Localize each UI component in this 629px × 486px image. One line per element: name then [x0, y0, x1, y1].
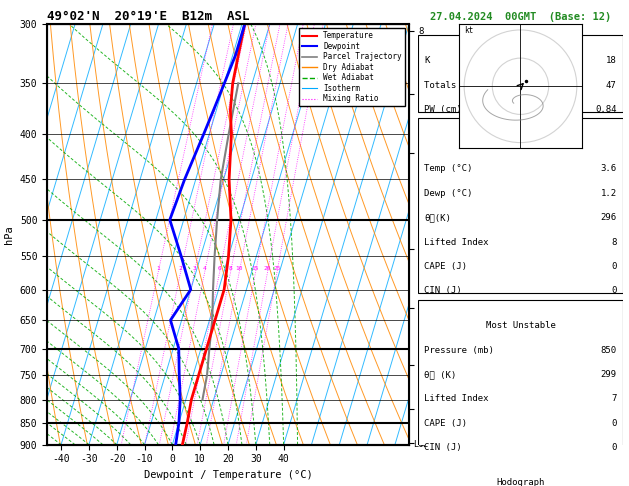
Text: K: K [425, 56, 430, 66]
Text: Temp (°C): Temp (°C) [425, 164, 473, 174]
Text: Totals Totals: Totals Totals [425, 81, 494, 90]
Text: 3: 3 [192, 266, 196, 271]
Text: 0.84: 0.84 [595, 105, 616, 114]
Text: 1: 1 [156, 266, 160, 271]
Text: 15: 15 [252, 266, 259, 271]
Text: Most Unstable: Most Unstable [486, 321, 555, 330]
Text: θᴄ (K): θᴄ (K) [425, 370, 457, 379]
Text: 49°02'N  20°19'E  B12m  ASL: 49°02'N 20°19'E B12m ASL [47, 10, 250, 23]
Text: LCL: LCL [413, 440, 428, 449]
Text: 8: 8 [611, 238, 616, 246]
Text: 8: 8 [228, 266, 232, 271]
Bar [418, 35, 623, 112]
Text: 0: 0 [611, 286, 616, 295]
Text: 7: 7 [611, 395, 616, 403]
Text: 10: 10 [235, 266, 243, 271]
Legend: Temperature, Dewpoint, Parcel Trajectory, Dry Adiabat, Wet Adiabat, Isotherm, Mi: Temperature, Dewpoint, Parcel Trajectory… [299, 28, 405, 106]
Text: 6: 6 [218, 266, 221, 271]
Text: CIN (J): CIN (J) [425, 443, 462, 452]
Text: 2: 2 [179, 266, 182, 271]
Text: 47: 47 [606, 81, 616, 90]
Text: 0: 0 [611, 443, 616, 452]
Text: 27.04.2024  00GMT  (Base: 12): 27.04.2024 00GMT (Base: 12) [430, 12, 611, 22]
Bar [418, 300, 623, 450]
Text: 20: 20 [264, 266, 271, 271]
Text: Hodograph: Hodograph [496, 478, 545, 486]
Text: Dewp (°C): Dewp (°C) [425, 189, 473, 198]
Text: PW (cm): PW (cm) [425, 105, 462, 114]
Y-axis label: km
ASL: km ASL [425, 226, 445, 243]
Bar [418, 119, 623, 294]
Bar [418, 456, 623, 486]
Y-axis label: hPa: hPa [4, 225, 14, 244]
Text: 3.6: 3.6 [601, 164, 616, 174]
Text: Pressure (mb): Pressure (mb) [425, 346, 494, 355]
Text: 0: 0 [611, 262, 616, 271]
Text: Lifted Index: Lifted Index [425, 238, 489, 246]
Text: 299: 299 [601, 370, 616, 379]
Text: 4: 4 [203, 266, 206, 271]
Text: © weatheronline.co.uk: © weatheronline.co.uk [468, 432, 573, 440]
Text: 18: 18 [606, 56, 616, 66]
Text: θᴄ(K): θᴄ(K) [425, 213, 451, 222]
Text: 850: 850 [601, 346, 616, 355]
Text: 25: 25 [273, 266, 281, 271]
Text: 296: 296 [601, 213, 616, 222]
Text: Mixing Ratio (g/kg): Mixing Ratio (g/kg) [430, 187, 438, 282]
Text: Lifted Index: Lifted Index [425, 395, 489, 403]
X-axis label: Dewpoint / Temperature (°C): Dewpoint / Temperature (°C) [143, 470, 313, 480]
Text: CIN (J): CIN (J) [425, 286, 462, 295]
Text: CAPE (J): CAPE (J) [425, 419, 467, 428]
Text: kt: kt [464, 26, 474, 35]
Text: CAPE (J): CAPE (J) [425, 262, 467, 271]
Text: 1.2: 1.2 [601, 189, 616, 198]
Text: Surface: Surface [502, 140, 539, 149]
Text: 0: 0 [611, 419, 616, 428]
